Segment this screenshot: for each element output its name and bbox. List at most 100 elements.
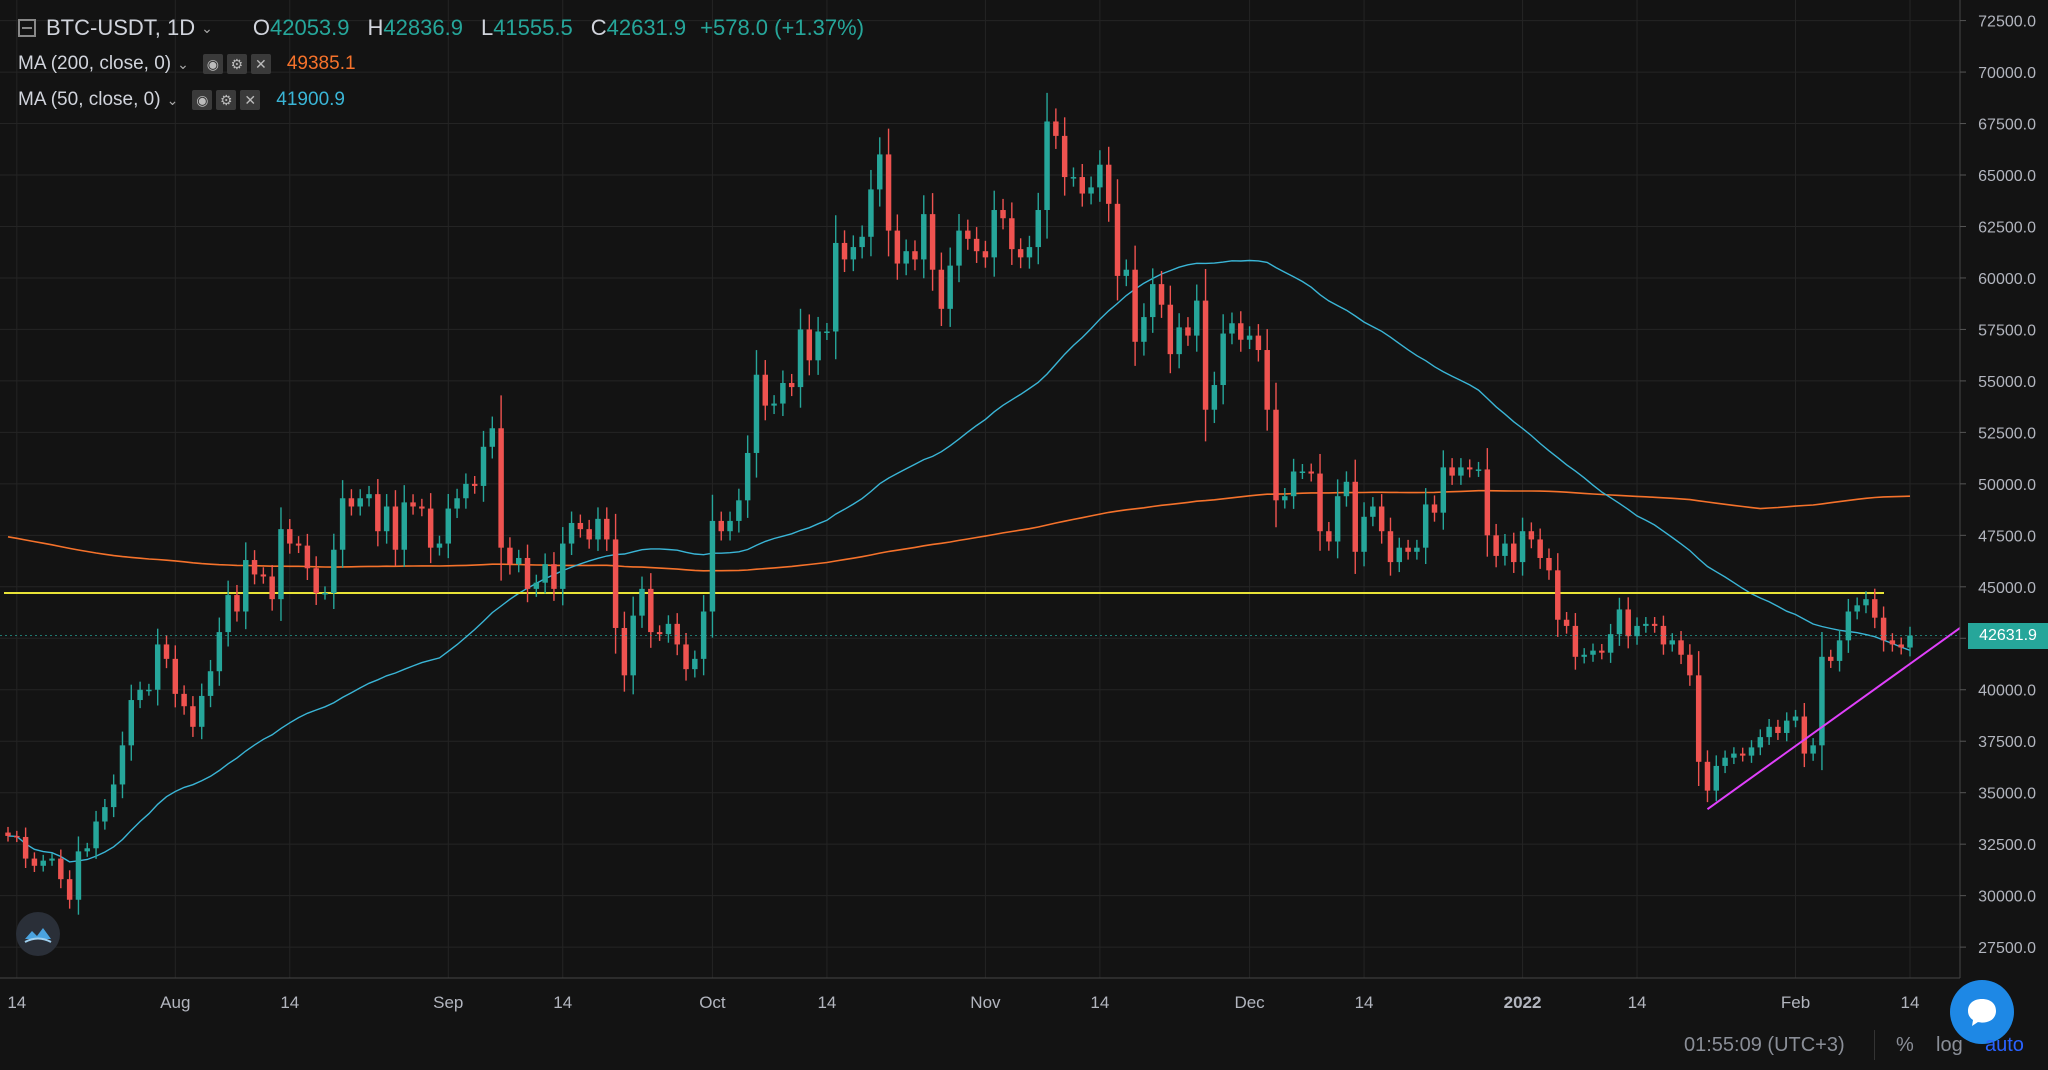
candle — [322, 586, 328, 600]
candle — [744, 435, 751, 518]
chevron-down-icon[interactable]: ⌄ — [177, 55, 189, 72]
candle — [313, 556, 319, 605]
candle-body — [93, 821, 99, 849]
candle — [58, 849, 64, 889]
eye-icon[interactable]: ◉ — [192, 90, 213, 110]
app-logo-icon[interactable] — [16, 912, 60, 956]
candle-body — [1220, 333, 1226, 386]
candle-body — [489, 428, 496, 447]
candle-body — [1493, 535, 1499, 556]
percent-scale-button[interactable]: % — [1896, 1034, 1914, 1056]
ma50-series — [7, 259, 1911, 863]
candle — [1722, 750, 1728, 774]
candle — [736, 488, 742, 533]
candle-body — [1836, 640, 1843, 661]
gear-icon[interactable]: ⚙ — [216, 90, 237, 110]
symbol-label[interactable]: BTC-USDT, 1D — [46, 15, 196, 40]
candle — [110, 774, 117, 818]
candle — [1783, 712, 1790, 742]
candle-body — [1713, 765, 1720, 791]
candle-body — [515, 557, 522, 565]
candle — [1810, 738, 1816, 761]
log-scale-button[interactable]: log — [1936, 1034, 1963, 1056]
candle-body — [1845, 611, 1852, 641]
candle — [1061, 117, 1068, 196]
candle — [234, 584, 240, 622]
candle — [665, 615, 672, 643]
candle — [692, 650, 698, 678]
candle — [1026, 235, 1033, 269]
auto-scale-button[interactable]: auto — [1985, 1034, 2024, 1056]
candle — [339, 480, 346, 568]
candle — [93, 810, 99, 859]
close-icon[interactable]: ✕ — [250, 54, 271, 74]
collapse-legend-icon[interactable] — [18, 19, 36, 37]
candle — [832, 215, 839, 360]
candle-body — [480, 446, 487, 486]
candle-body — [49, 858, 55, 861]
candle — [1352, 459, 1358, 574]
clock-readout: 01:55:09 (UTC+3) — [1684, 1034, 1845, 1056]
chat-bubble-icon[interactable] — [1950, 980, 2014, 1044]
candle — [1607, 623, 1614, 663]
indicator-ma50-label[interactable]: MA (50, close, 0) — [18, 89, 161, 110]
candle — [366, 485, 372, 507]
indicator-ma200-label[interactable]: MA (200, close, 0) — [18, 53, 172, 74]
candle-body — [1414, 547, 1420, 552]
chart-legend: BTC-USDT, 1D ⌄ O 42053.9 H 42836.9 L 41555.… — [18, 10, 878, 118]
eye-icon[interactable]: ◉ — [202, 54, 223, 74]
indicator-ma200[interactable]: MA (200, close, 0) ⌄ ◉ ⚙ ✕ 49385.1 — [18, 46, 878, 82]
x-tick-label: 14 — [1628, 993, 1647, 1012]
candle — [304, 533, 311, 580]
gear-icon[interactable]: ⚙ — [226, 54, 247, 74]
candle — [1194, 284, 1200, 352]
candle-body — [1563, 619, 1570, 626]
candle-body — [1282, 496, 1288, 501]
candle — [921, 195, 927, 279]
candle — [1643, 617, 1649, 633]
candle-body — [1783, 720, 1790, 733]
candle — [947, 247, 953, 327]
close-icon[interactable]: ✕ — [240, 90, 261, 110]
candle-body — [463, 483, 469, 499]
candle-body — [1053, 121, 1059, 136]
x-tick-label: 14 — [1355, 993, 1374, 1012]
candle-body — [656, 632, 663, 635]
candle-body — [780, 382, 786, 404]
candle — [1704, 750, 1711, 803]
candle-body — [1149, 284, 1156, 318]
candle — [788, 373, 795, 397]
candle — [383, 494, 390, 544]
ohlc-open-value: 42053.9 — [269, 15, 350, 40]
y-tick-label: 47500.0 — [1978, 528, 2036, 545]
candle-body — [40, 860, 46, 866]
candle — [568, 511, 575, 556]
y-tick-label: 40000.0 — [1978, 683, 2036, 700]
candle — [119, 731, 126, 799]
candle — [348, 489, 355, 516]
candle — [1167, 285, 1174, 374]
candle-body — [560, 543, 566, 589]
chevron-down-icon[interactable]: ⌄ — [166, 91, 179, 108]
candle-body — [1343, 481, 1350, 497]
candle — [445, 493, 452, 559]
candle — [877, 137, 883, 207]
time-axis: 14 Aug 14 Sep 14 Oct 14 Nov 14 Dec 14 2022 14 Feb 14 — [0, 977, 1960, 1012]
candle — [471, 476, 478, 494]
candle — [1748, 740, 1755, 763]
candle — [683, 633, 689, 681]
candle — [1880, 606, 1887, 652]
candle — [982, 240, 989, 268]
candle-body — [1599, 650, 1605, 653]
indicator-ma50[interactable]: MA (50, close, 0) ⌄ ◉ ⚙ ✕ 41900.9 — [18, 82, 878, 118]
chevron-down-icon[interactable]: ⌄ — [201, 19, 213, 36]
candle — [137, 681, 143, 709]
candle-body — [1466, 467, 1473, 470]
candle-body — [877, 154, 883, 190]
candle — [956, 214, 962, 283]
candle — [163, 635, 170, 669]
candle-body — [1378, 506, 1385, 532]
candle — [1141, 303, 1147, 356]
candle — [40, 854, 46, 872]
